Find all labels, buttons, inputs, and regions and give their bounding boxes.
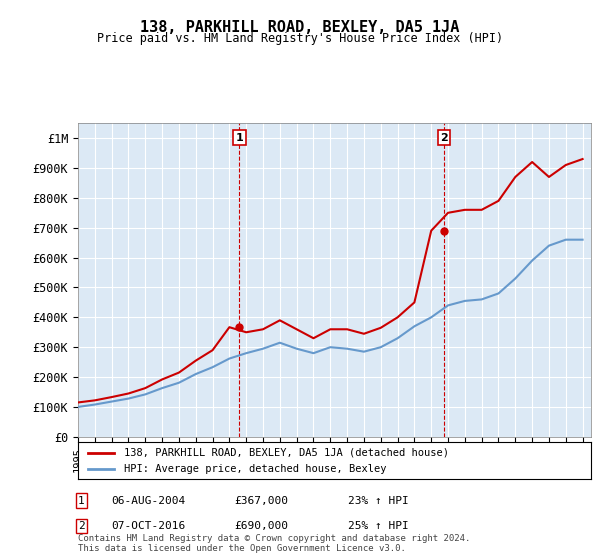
- Text: 1: 1: [78, 496, 85, 506]
- Text: 2: 2: [78, 521, 85, 531]
- Text: 2: 2: [440, 133, 448, 143]
- Text: 25% ↑ HPI: 25% ↑ HPI: [348, 521, 409, 531]
- Text: 138, PARKHILL ROAD, BEXLEY, DA5 1JA: 138, PARKHILL ROAD, BEXLEY, DA5 1JA: [140, 20, 460, 35]
- Text: 1: 1: [236, 133, 244, 143]
- Text: £367,000: £367,000: [234, 496, 288, 506]
- Text: £690,000: £690,000: [234, 521, 288, 531]
- Text: HPI: Average price, detached house, Bexley: HPI: Average price, detached house, Bexl…: [124, 464, 386, 474]
- Text: 138, PARKHILL ROAD, BEXLEY, DA5 1JA (detached house): 138, PARKHILL ROAD, BEXLEY, DA5 1JA (det…: [124, 447, 449, 458]
- Text: 06-AUG-2004: 06-AUG-2004: [111, 496, 185, 506]
- Text: Price paid vs. HM Land Registry's House Price Index (HPI): Price paid vs. HM Land Registry's House …: [97, 32, 503, 45]
- Text: Contains HM Land Registry data © Crown copyright and database right 2024.
This d: Contains HM Land Registry data © Crown c…: [78, 534, 470, 553]
- Text: 07-OCT-2016: 07-OCT-2016: [111, 521, 185, 531]
- Text: 23% ↑ HPI: 23% ↑ HPI: [348, 496, 409, 506]
